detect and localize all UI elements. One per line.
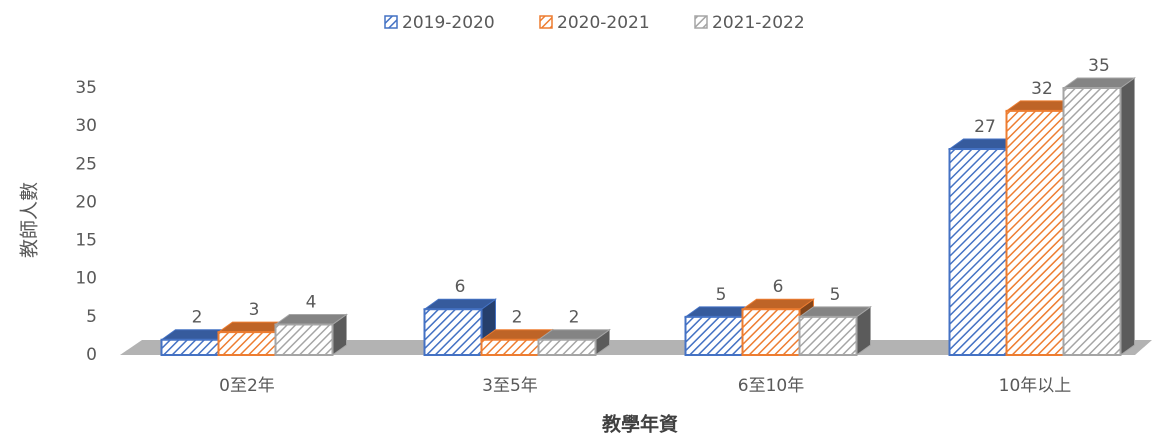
x-tick-label: 10年以上 [999, 376, 1072, 396]
data-label: 5 [716, 285, 727, 305]
bar [480, 338, 540, 357]
y-tick-label: 20 [75, 192, 97, 212]
y-tick-label: 25 [75, 154, 97, 174]
bar [1062, 87, 1122, 356]
legend-label: 2020-2021 [557, 13, 650, 33]
y-tick-label: 30 [75, 116, 97, 136]
floor [120, 340, 1152, 355]
y-axis-title: 教師人數 [19, 182, 41, 258]
data-label: 6 [455, 277, 466, 297]
x-tick-label: 0至2年 [219, 376, 275, 396]
y-tick-label: 15 [75, 231, 97, 251]
legend-swatch [694, 15, 708, 29]
data-label: 3 [249, 300, 260, 320]
bar [798, 315, 858, 357]
legend-swatch [539, 15, 553, 29]
bar [423, 308, 483, 357]
x-axis-title: 教學年資 [602, 413, 678, 436]
data-label: 2 [192, 308, 203, 328]
bar [1005, 109, 1065, 356]
y-tick-label: 0 [86, 345, 97, 365]
x-tick-label: 6至10年 [738, 376, 804, 396]
data-label: 2 [569, 308, 580, 328]
y-tick-label: 35 [75, 78, 97, 98]
data-label: 32 [1031, 79, 1053, 99]
x-tick-label: 3至5年 [482, 376, 538, 396]
y-tick-label: 5 [86, 307, 97, 327]
bar [160, 338, 220, 357]
bar [537, 338, 597, 357]
bar [948, 148, 1008, 356]
legend-label: 2021-2022 [712, 13, 805, 33]
bar-side [1120, 77, 1135, 356]
data-label: 6 [773, 277, 784, 297]
bar [217, 331, 277, 357]
data-label: 35 [1088, 56, 1110, 76]
legend-label: 2019-2020 [402, 13, 495, 33]
bar [684, 315, 744, 357]
data-label: 4 [306, 292, 317, 312]
data-label: 5 [830, 285, 841, 305]
data-label: 27 [974, 117, 996, 137]
bar [274, 323, 334, 357]
legend-swatch [384, 15, 398, 29]
bar [741, 308, 801, 357]
data-label: 2 [512, 308, 523, 328]
y-tick-label: 10 [75, 269, 97, 289]
